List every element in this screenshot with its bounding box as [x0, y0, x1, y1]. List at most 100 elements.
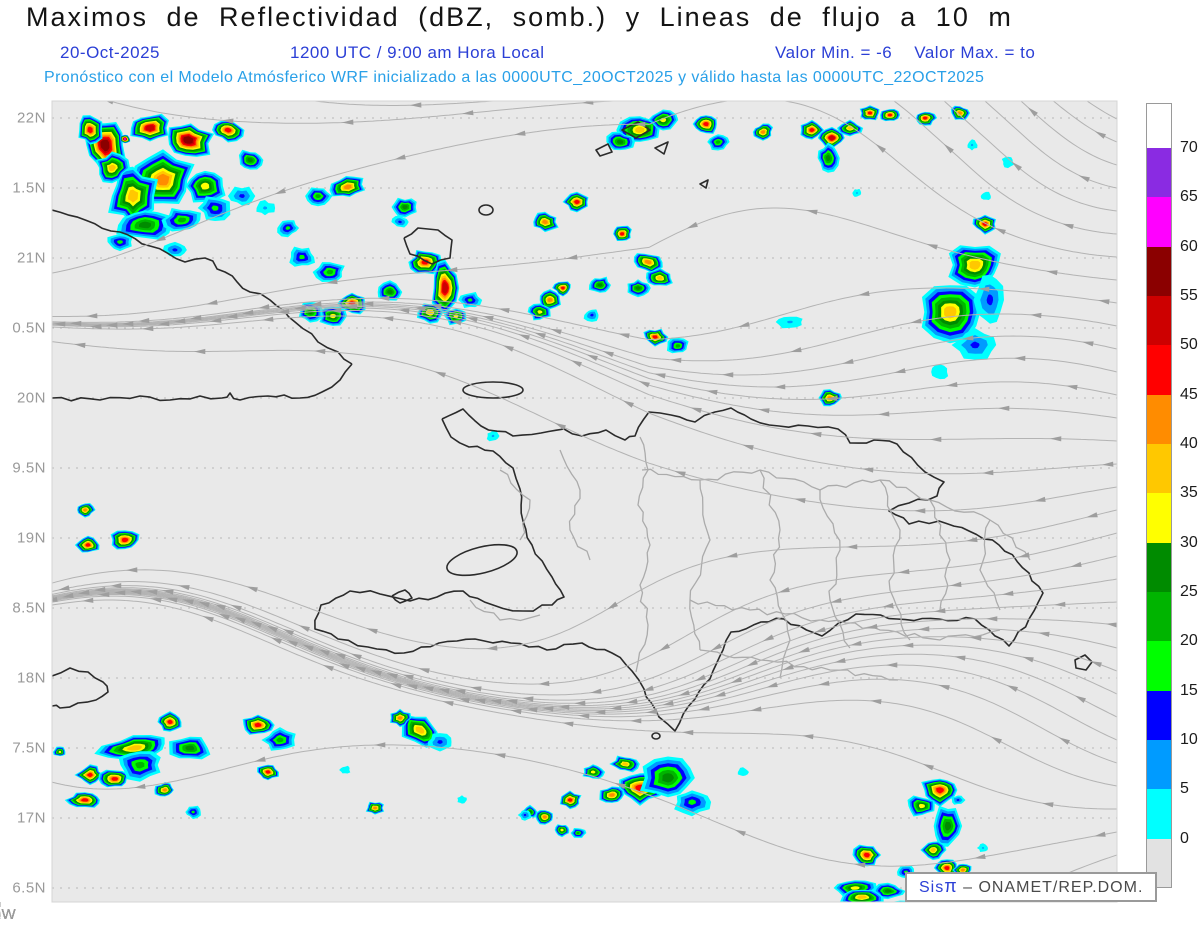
- reflectivity-cell: [197, 196, 231, 221]
- lat-label: 0.5N: [12, 319, 46, 337]
- reflectivity-cell: [458, 292, 483, 308]
- colorbar-tick-label: 20: [1180, 632, 1198, 650]
- colorbar-tick-label: 45: [1180, 385, 1198, 403]
- colorbar-segment: [1146, 345, 1172, 395]
- streamlines: [52, 101, 1117, 902]
- colorbar-segment: [1146, 296, 1172, 346]
- reflectivity-cell: [645, 267, 673, 286]
- reflectivity-cell: [752, 123, 774, 141]
- reflectivity-cell: [77, 503, 96, 518]
- reflectivity-cell: [599, 786, 624, 803]
- reflectivity-cell: [277, 220, 300, 238]
- reflectivity-cell: [185, 170, 226, 203]
- ile-a-vache: [391, 589, 413, 604]
- lon-label: 73W: [0, 906, 17, 923]
- reflectivity-cell: [533, 211, 559, 233]
- reflectivity-cell: [74, 535, 100, 553]
- lon-label: 72W: [0, 906, 17, 923]
- colorbar-cap: [1146, 103, 1172, 148]
- reflectivity-cell: [640, 756, 695, 798]
- map-background: [52, 101, 1117, 902]
- reflectivity-cell: [852, 188, 862, 197]
- reflectivity-cell: [212, 120, 245, 143]
- value-max: Valor Max. = to: [914, 43, 1036, 62]
- colorbar-tick-label: 25: [1180, 583, 1198, 600]
- lat-label: 9.5N: [12, 459, 46, 477]
- colorbar-tick-label: 70: [1180, 139, 1198, 156]
- reflectivity-cell: [227, 186, 256, 206]
- reflectivity-cell: [775, 316, 803, 329]
- reflectivity-cell: [539, 289, 561, 310]
- value-range: Valor Min. = -6 Valor Max. = to: [775, 43, 1035, 63]
- reflectivity-cell: [559, 790, 582, 810]
- tortuga-island: [462, 381, 524, 399]
- colorbar-tick-label: 40: [1180, 435, 1198, 452]
- reflectivity-cell: [98, 769, 129, 788]
- reflectivity-cell: [840, 889, 884, 902]
- colorbar-tick-label: 10: [1180, 731, 1198, 748]
- lon-label: 71W: [0, 906, 17, 923]
- reflectivity-cell: [907, 795, 935, 817]
- colorbar-segment: [1146, 542, 1172, 592]
- colorbar-segment: [1146, 246, 1172, 296]
- colorbar-segment: [1146, 444, 1172, 494]
- reflectivity-cell: [931, 364, 949, 380]
- plot-frame: [51, 100, 1118, 903]
- page-title: Maximos de Reflectividad (dBZ, somb.) y …: [26, 2, 1013, 32]
- reflectivity-cell: [64, 792, 100, 808]
- reflectivity-cell: [800, 119, 825, 140]
- reflectivity-cell: [116, 210, 172, 240]
- reflectivity-cell: [852, 844, 882, 867]
- colorbar-tick-label: 65: [1180, 188, 1198, 206]
- reflectivity-cell: [52, 746, 66, 757]
- flow-arrows: [52, 101, 1117, 896]
- forecast-caption: Pronóstico con el Modelo Atmósferico WRF…: [44, 69, 985, 86]
- gonave-island: [446, 543, 518, 577]
- reflectivity-cell: [921, 285, 981, 344]
- reflectivity-cell: [256, 200, 276, 216]
- colorbar-tick-label: 0: [1180, 829, 1189, 847]
- lon-label: 74W: [0, 906, 17, 923]
- reflectivity-cell: [168, 123, 215, 157]
- reflectivity-cell: [916, 111, 938, 126]
- reflectivity-cell: [162, 241, 187, 257]
- reflectivity-cell: [107, 234, 133, 252]
- lon-label: 75W: [0, 906, 17, 923]
- colorbar-tick-label: 55: [1180, 287, 1198, 304]
- lat-label: 17N: [16, 809, 46, 827]
- coastlines: [52, 121, 1093, 740]
- lat-label: 7.5N: [12, 739, 46, 757]
- reflectivity-cell: [305, 187, 333, 207]
- lat-label: 19N: [16, 529, 46, 547]
- colorbar-segment: [1146, 641, 1172, 691]
- colorbar-segment: [1146, 592, 1172, 642]
- reflectivity-cell: [666, 337, 689, 354]
- reflectivity-cell: [973, 274, 1004, 324]
- reflectivity-cell: [859, 105, 880, 121]
- lon-label: 69W: [0, 906, 17, 923]
- reflectivity-cell: [893, 900, 909, 902]
- reflectivity-cell: [837, 119, 864, 137]
- colorbar-segment: [1146, 197, 1172, 247]
- colorbar-tick-label: 60: [1180, 237, 1198, 255]
- reflectivity-cell: [633, 253, 663, 274]
- brand-label: Sis: [919, 879, 945, 896]
- reflectivity-cell: [570, 828, 587, 838]
- reflectivity-cell: [951, 795, 966, 805]
- reflectivity-cell: [818, 389, 843, 407]
- reflectivity-cell: [980, 191, 991, 200]
- reflectivity-cell: [242, 714, 275, 735]
- reflectivity-cell: [261, 727, 296, 751]
- colorbar-tick-label: 15: [1180, 681, 1198, 699]
- reflectivity-cell: [238, 149, 264, 170]
- reflectivity-cell: [389, 708, 412, 728]
- reflectivity-cell: [130, 113, 169, 142]
- reflectivity-cell: [157, 711, 182, 732]
- lon-label: 68W: [0, 906, 17, 923]
- reflectivity-cell: [161, 208, 201, 232]
- lon-label: 76W: [0, 906, 17, 923]
- colorbar-segment: [1146, 394, 1172, 444]
- reflectivity-cell: [339, 765, 351, 774]
- colorbar-segment: [1146, 690, 1172, 740]
